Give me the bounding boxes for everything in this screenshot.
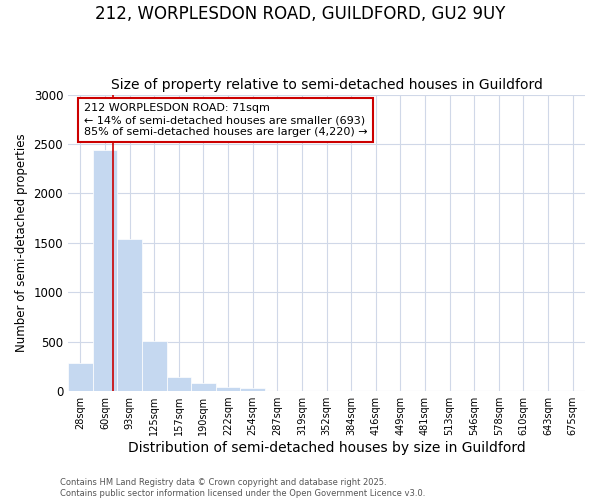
Y-axis label: Number of semi-detached properties: Number of semi-detached properties (15, 134, 28, 352)
Bar (167, 377, 191, 391)
Text: Contains HM Land Registry data © Crown copyright and database right 2025.
Contai: Contains HM Land Registry data © Crown c… (60, 478, 425, 498)
Title: Size of property relative to semi-detached houses in Guildford: Size of property relative to semi-detach… (110, 78, 542, 92)
Bar (241, 388, 265, 391)
Bar (68, 364, 92, 391)
Text: 212 WORPLESDON ROAD: 71sqm
← 14% of semi-detached houses are smaller (693)
85% o: 212 WORPLESDON ROAD: 71sqm ← 14% of semi… (83, 104, 367, 136)
Bar (117, 239, 142, 391)
Bar (92, 150, 117, 391)
Text: 212, WORPLESDON ROAD, GUILDFORD, GU2 9UY: 212, WORPLESDON ROAD, GUILDFORD, GU2 9UY (95, 5, 505, 23)
Bar (191, 383, 216, 391)
Bar (216, 386, 241, 391)
Bar (142, 340, 167, 391)
X-axis label: Distribution of semi-detached houses by size in Guildford: Distribution of semi-detached houses by … (128, 441, 526, 455)
